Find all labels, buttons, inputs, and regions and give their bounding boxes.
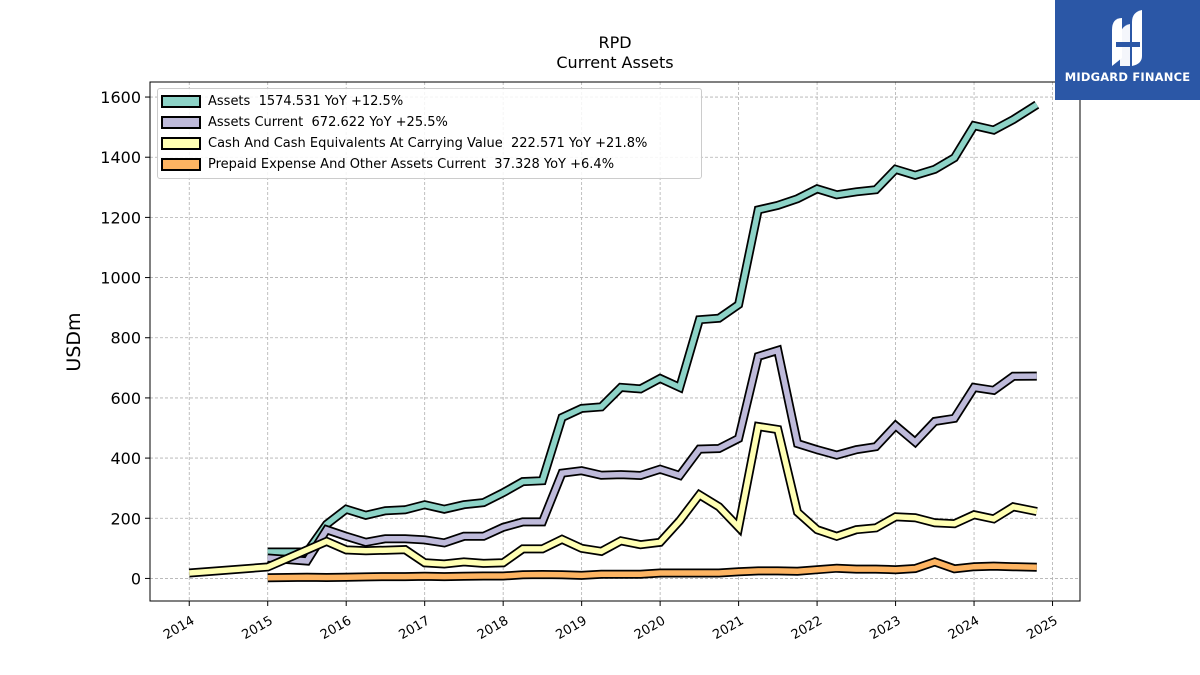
legend-label-assets-current: Assets Current 672.622 YoY +25.5%	[208, 114, 448, 130]
legend-item-assets: Assets 1574.531 YoY +12.5%	[158, 91, 403, 111]
axes: 0 200 400 600 800 1000 1200 1400 1600 2014 2015 201…	[100, 81, 1081, 643]
x-tick-label: 2021	[710, 613, 746, 643]
y-tick-label: 200	[110, 509, 141, 528]
y-tick-label: 800	[110, 329, 141, 348]
x-tick-label: 2015	[240, 613, 276, 643]
y-tick-label: 1400	[100, 148, 141, 167]
brand-logo: MIDGARD FINANCE	[1055, 0, 1200, 100]
chart-title: RPD	[598, 33, 632, 52]
y-tick-label: 600	[110, 389, 141, 408]
y-tick-label: 1200	[100, 208, 141, 227]
x-tick-label: 2023	[867, 613, 903, 643]
legend-item-prepaid: Prepaid Expense And Other Assets Current…	[158, 154, 614, 174]
x-tick-label: 2017	[397, 613, 433, 643]
legend-label-assets: Assets 1574.531 YoY +12.5%	[208, 93, 404, 109]
series-lines	[188, 100, 1040, 583]
legend: Assets 1574.531 YoY +12.5% Assets Curren…	[157, 88, 702, 179]
legend-label-cash: Cash And Cash Equivalents At Carrying Va…	[208, 135, 648, 151]
series-line-2	[188, 423, 1038, 576]
series-line-3	[267, 558, 1037, 581]
series-line-0	[267, 102, 1039, 555]
legend-label-prepaid: Prepaid Expense And Other Assets Current…	[208, 156, 615, 172]
x-tick-label: 2014	[161, 613, 197, 643]
legend-item-assets-current: Assets Current 672.622 YoY +25.5%	[158, 112, 448, 132]
x-tick-label: 2016	[318, 613, 354, 643]
legend-item-cash: Cash And Cash Equivalents At Carrying Va…	[158, 133, 647, 153]
x-tick-label: 2019	[553, 613, 589, 643]
chart-subtitle: Current Assets	[556, 53, 674, 72]
plot-frame	[149, 81, 1081, 602]
legend-swatch-assets	[161, 94, 201, 108]
series-line-1	[267, 346, 1037, 564]
x-tick-label: 2020	[632, 613, 668, 643]
brand-logo-text: MIDGARD FINANCE	[1064, 70, 1191, 84]
x-tick-label: 2024	[946, 613, 982, 643]
y-tick-label: 400	[110, 449, 141, 468]
x-tick-label: 2025	[1024, 613, 1060, 643]
y-tick-label: 1000	[100, 269, 141, 288]
legend-swatch-assets-current	[161, 115, 201, 129]
x-tick-label: 2018	[475, 613, 511, 643]
x-tick-label: 2022	[789, 613, 825, 643]
y-tick-label: 1600	[100, 88, 141, 107]
legend-swatch-cash	[161, 136, 201, 150]
y-axis-label: USDm	[63, 312, 85, 371]
midgard-logo-icon	[1112, 10, 1142, 66]
legend-swatch-prepaid	[161, 157, 201, 171]
y-tick-label: 0	[131, 569, 141, 588]
